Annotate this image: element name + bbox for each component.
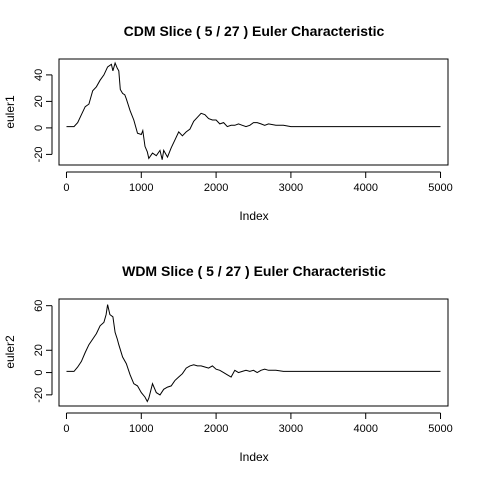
axis-ticks: 0 1000 2000 3000 4000 5000 -20 0 20 40 xyxy=(33,69,453,194)
chart-title: WDM Slice ( 5 / 27 ) Euler Characteristi… xyxy=(122,263,386,279)
y-tick-label: 40 xyxy=(33,69,45,81)
plot-frame xyxy=(58,298,449,407)
chart-title: CDM Slice ( 5 / 27 ) Euler Characteristi… xyxy=(124,23,385,39)
y-axis-label: euler1 xyxy=(3,95,17,129)
y-axis-label: euler2 xyxy=(3,335,17,369)
plot-frame xyxy=(58,58,449,166)
y-tick-label: 0 xyxy=(33,370,45,376)
y-tick-label: -20 xyxy=(33,387,45,403)
y-tick-label: 20 xyxy=(33,95,45,107)
x-tick-label: 4000 xyxy=(353,423,377,435)
x-tick-label: 3000 xyxy=(279,182,303,194)
x-tick-label: 3000 xyxy=(279,423,303,435)
x-tick-label: 1000 xyxy=(129,182,153,194)
x-tick-label: 2000 xyxy=(204,423,228,435)
x-tick-label: 5000 xyxy=(428,423,452,435)
y-tick-label: 20 xyxy=(33,344,45,356)
x-tick-label: 0 xyxy=(63,182,69,194)
x-tick-label: 0 xyxy=(63,423,69,435)
panel-cdm: CDM Slice ( 5 / 27 ) Euler Characteristi… xyxy=(3,23,453,223)
y-tick-label: 0 xyxy=(33,125,45,131)
y-tick-label: -20 xyxy=(33,146,45,162)
panel-wdm: WDM Slice ( 5 / 27 ) Euler Characteristi… xyxy=(3,263,453,464)
axis-ticks: 0 1000 2000 3000 4000 5000 -20 0 20 60 xyxy=(33,300,453,435)
x-tick-label: 4000 xyxy=(353,182,377,194)
x-tick-label: 5000 xyxy=(428,182,452,194)
series-line xyxy=(66,304,441,403)
y-tick-label: 60 xyxy=(33,300,45,312)
series-line xyxy=(66,61,441,160)
x-tick-label: 2000 xyxy=(204,182,228,194)
x-axis-label: Index xyxy=(239,450,268,464)
x-tick-label: 1000 xyxy=(129,423,153,435)
x-axis-label: Index xyxy=(239,209,268,223)
